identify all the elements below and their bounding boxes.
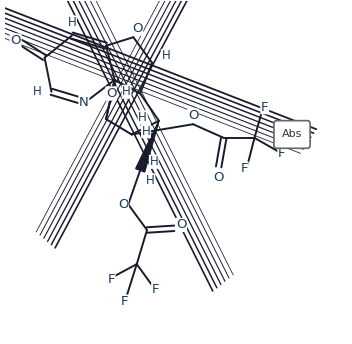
Polygon shape: [136, 121, 159, 172]
Text: F: F: [121, 295, 128, 308]
Text: O: O: [10, 34, 21, 47]
Text: O: O: [213, 171, 224, 184]
Text: F: F: [261, 101, 269, 114]
Text: F: F: [278, 147, 285, 160]
Text: O: O: [132, 22, 143, 35]
Text: O: O: [188, 109, 198, 122]
Text: H: H: [150, 155, 158, 168]
Text: H: H: [142, 125, 150, 138]
Text: O: O: [106, 87, 117, 100]
Text: H: H: [161, 50, 170, 63]
Text: H: H: [146, 174, 155, 187]
Text: F: F: [152, 283, 159, 296]
Text: H: H: [138, 111, 147, 124]
Text: F: F: [107, 273, 115, 286]
Text: O: O: [118, 198, 128, 211]
Text: H: H: [122, 85, 131, 98]
Text: Abs: Abs: [282, 129, 302, 139]
Text: H: H: [33, 85, 42, 98]
FancyBboxPatch shape: [274, 121, 310, 148]
Text: N: N: [79, 96, 89, 109]
Text: F: F: [240, 162, 248, 175]
Text: O: O: [176, 218, 186, 232]
Text: H: H: [68, 16, 76, 29]
